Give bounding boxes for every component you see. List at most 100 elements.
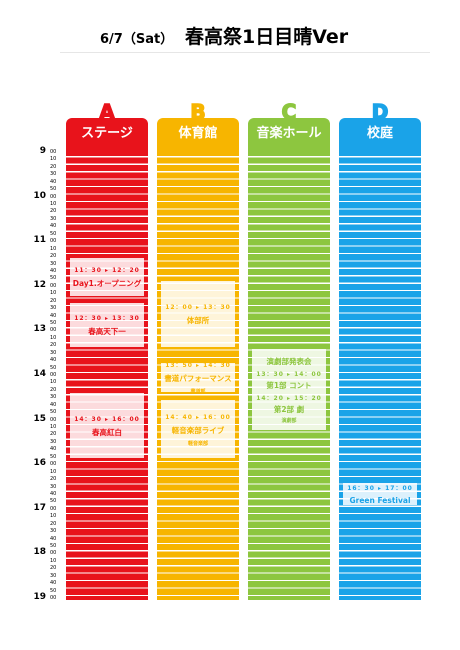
minute-label: 10 bbox=[50, 334, 57, 341]
minute-label: 30 bbox=[50, 528, 57, 535]
event-line: 演劇部 bbox=[281, 417, 297, 424]
event-note: 書道部 bbox=[190, 389, 206, 395]
venue-letter: B bbox=[190, 99, 207, 125]
minute-label: 30 bbox=[50, 438, 57, 445]
event: 11：30 ▸ 12：20 Day1.オープニング bbox=[70, 258, 144, 296]
event-time: 12：00 ▸ 13：30 bbox=[165, 304, 231, 311]
minute-label: 00 bbox=[50, 416, 57, 423]
hour-label: 10 bbox=[33, 190, 46, 201]
venue-header: 音楽ホール bbox=[248, 118, 330, 150]
event-time: 14：40 ▸ 16：00 bbox=[165, 413, 231, 421]
minute-label: 50 bbox=[50, 498, 57, 505]
minute-label: 30 bbox=[50, 394, 57, 401]
minute-label: 00 bbox=[50, 149, 57, 155]
minute-label: 30 bbox=[50, 483, 57, 490]
minute-label: 10 bbox=[50, 201, 57, 208]
minute-label: 10 bbox=[50, 557, 57, 564]
minute-label: 10 bbox=[50, 156, 57, 163]
event-time: 12：30 ▸ 13：30 bbox=[74, 315, 140, 322]
event: 12：30 ▸ 13：30 春高天下一 bbox=[70, 303, 144, 347]
date: 6/7（Sat） bbox=[100, 32, 174, 47]
event-title: Day1.オープニング bbox=[72, 279, 142, 288]
event-title: 体部所 bbox=[186, 316, 210, 325]
minute-label: 40 bbox=[50, 178, 57, 185]
minute-label: 30 bbox=[50, 215, 57, 222]
event-title: Green Festival bbox=[349, 496, 411, 505]
minute-label: 00 bbox=[50, 550, 57, 557]
minute-label: 50 bbox=[50, 186, 57, 193]
event-line: 第2部 劇 bbox=[273, 404, 305, 414]
event: 14：40 ▸ 16：00 軽音楽部ライブ 軽音楽部 bbox=[161, 400, 235, 458]
minute-label: 30 bbox=[50, 171, 57, 178]
event-title: 春高紅白 bbox=[92, 427, 122, 437]
minute-label: 50 bbox=[50, 542, 57, 549]
venue-column: 体育館 B 12：00 ▸ 13：30 体部所 13：50 ▸ 14：30 書道パフォーマ… bbox=[157, 99, 239, 600]
minute-label: 40 bbox=[50, 490, 57, 497]
minute-label: 20 bbox=[50, 342, 57, 349]
event: 演劇部発表会 13：30 ▸ 14：00 第1部 コント 14：20 ▸ 15：20 第… bbox=[252, 349, 326, 430]
hour-label: 12 bbox=[33, 279, 46, 290]
minute-label: 20 bbox=[50, 297, 57, 304]
hour-label: 11 bbox=[33, 235, 46, 246]
venue-column: 音楽ホール C 演劇部発表会 13：30 ▸ 14：00 第1部 コント 14：20 ▸ … bbox=[248, 99, 330, 600]
event-title: 軽音楽部ライブ bbox=[171, 425, 225, 435]
minute-label: 30 bbox=[50, 260, 57, 267]
minute-label: 20 bbox=[50, 476, 57, 483]
event-time: 13：50 ▸ 14：30 bbox=[165, 362, 231, 369]
event-line: 13：30 ▸ 14：00 bbox=[256, 370, 322, 378]
venue-header: 校庭 bbox=[339, 118, 421, 150]
minute-label: 20 bbox=[50, 253, 57, 260]
minute-label: 00 bbox=[50, 193, 57, 200]
hour-label: 16 bbox=[33, 458, 46, 469]
minute-label: 00 bbox=[50, 327, 57, 334]
event-line: 演劇部発表会 bbox=[266, 356, 312, 366]
event-title: 書道パフォーマンス bbox=[164, 374, 232, 383]
hour-label: 15 bbox=[33, 413, 46, 424]
minute-label: 10 bbox=[50, 513, 57, 520]
event: 16：30 ▸ 17：00 Green Festival bbox=[343, 483, 417, 505]
hour-label: 18 bbox=[33, 547, 46, 558]
event-title: 春高天下一 bbox=[88, 327, 126, 336]
minute-label: 00 bbox=[50, 595, 57, 601]
minute-label: 30 bbox=[50, 572, 57, 579]
hour-label: 17 bbox=[33, 502, 46, 513]
minute-label: 10 bbox=[50, 379, 57, 386]
minute-label: 00 bbox=[50, 372, 57, 378]
venue-column: 校庭 D 16：30 ▸ 17：00 Green Festival bbox=[339, 99, 421, 600]
minute-label: 00 bbox=[50, 238, 57, 245]
minute-label: 50 bbox=[50, 453, 57, 460]
minute-label: 20 bbox=[50, 163, 57, 170]
venue-letter: A bbox=[99, 99, 116, 125]
minute-label: 30 bbox=[50, 349, 57, 356]
title: 春高祭1日目晴Ver bbox=[185, 26, 349, 48]
minute-label: 20 bbox=[50, 565, 57, 572]
divider bbox=[60, 52, 430, 53]
time-grid bbox=[66, 150, 148, 600]
venue-letter: D bbox=[371, 99, 389, 125]
event-line: 第1部 コント bbox=[266, 380, 312, 390]
hour-label: 14 bbox=[33, 369, 46, 379]
event: 13：50 ▸ 14：30 書道パフォーマンス 書道部 bbox=[161, 362, 235, 395]
minute-label: 40 bbox=[50, 446, 57, 453]
minute-label: 50 bbox=[50, 409, 57, 416]
minute-label: 40 bbox=[50, 312, 57, 319]
hour-label: 13 bbox=[33, 324, 46, 335]
minute-label: 50 bbox=[50, 275, 57, 282]
venue-letter: C bbox=[281, 99, 297, 125]
minute-label: 50 bbox=[50, 364, 57, 371]
venue-header: ステージ bbox=[66, 118, 148, 150]
minute-label: 40 bbox=[50, 580, 57, 587]
minute-label: 20 bbox=[50, 386, 57, 393]
minute-label: 40 bbox=[50, 223, 57, 230]
event: 12：00 ▸ 13：30 体部所 bbox=[161, 281, 235, 347]
minute-label: 50 bbox=[50, 230, 57, 237]
event-line: 14：20 ▸ 15：20 bbox=[256, 394, 322, 402]
minute-label: 20 bbox=[50, 520, 57, 527]
hour-label: 9 bbox=[39, 146, 46, 156]
minute-label: 00 bbox=[50, 282, 57, 289]
hour-label: 19 bbox=[33, 592, 46, 602]
minute-label: 50 bbox=[50, 587, 57, 594]
minute-label: 30 bbox=[50, 305, 57, 312]
minute-label: 10 bbox=[50, 468, 57, 475]
